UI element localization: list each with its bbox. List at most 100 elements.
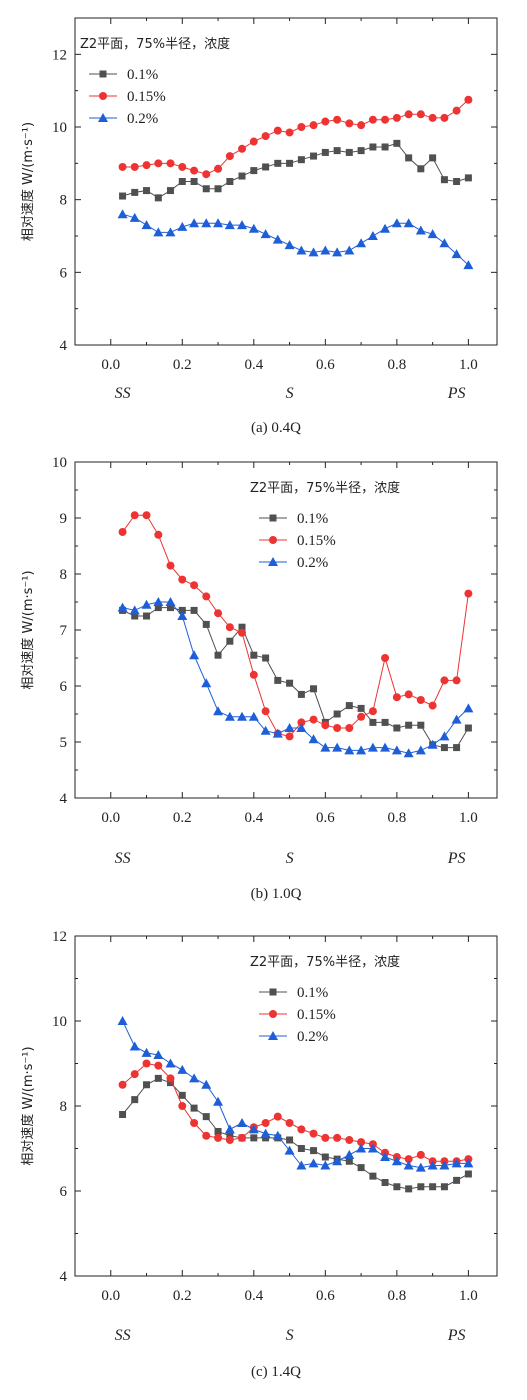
data-point [238,1133,247,1142]
data-point [262,654,270,662]
legend-entry-label: 0.15% [127,89,166,105]
data-point [439,238,450,248]
data-point [190,1104,198,1112]
data-point [129,212,140,222]
data-point [177,1064,188,1074]
data-point [237,220,248,230]
data-point [392,693,401,702]
data-point [154,194,162,202]
x-tick-label: 0.6 [316,810,335,826]
data-point [416,1150,425,1159]
data-point [393,1183,401,1191]
data-point [143,187,151,195]
data-point [333,710,341,718]
data-point [226,637,234,645]
x-tick-label: 0.2 [173,357,192,373]
data-point [356,238,367,248]
x-tick-label: 0.6 [316,357,335,373]
data-point [214,651,222,659]
data-point [131,612,139,620]
series-line [122,607,469,749]
legend-entry-label: 0.2% [297,1029,328,1045]
data-point [165,1058,176,1068]
data-point [272,1130,283,1140]
legend-title: Z2平面，75%半径，浓度 [250,480,400,496]
data-point [381,115,390,124]
y-tick-label: 4 [60,1269,68,1285]
data-point [261,1119,270,1127]
data-point [261,707,270,716]
data-point [250,1134,258,1142]
data-point [297,1125,306,1134]
data-point [286,1136,294,1144]
data-point [225,623,234,632]
data-point [238,144,247,153]
data-point [238,628,247,637]
data-point [177,221,188,231]
data-point [118,162,127,171]
legend-entry-label: 0.2% [127,111,158,127]
data-point [453,1176,461,1184]
data-point [367,231,378,240]
y-tick-label: 10 [52,1014,67,1030]
data-point [274,159,282,167]
data-point [451,1158,462,1168]
series-0-2- [117,209,474,270]
data-point [142,1059,151,1068]
data-point [248,711,259,721]
data-point [321,117,330,126]
y-tick-label: 6 [60,679,68,695]
series-0-1- [119,139,472,202]
data-point [453,178,461,185]
data-point [452,676,461,685]
data-point [308,247,319,257]
data-point [440,676,449,685]
y-tick-label: 6 [60,1184,68,1200]
data-point [190,166,199,175]
position-label-s: S [286,1327,294,1344]
data-point [345,702,353,710]
data-point [415,745,426,755]
data-point [405,721,413,729]
data-point [403,1160,414,1170]
data-point [369,718,377,726]
data-point [262,163,270,171]
data-point [178,1102,187,1110]
series-0-1- [119,604,472,752]
data-point [308,1158,319,1168]
x-tick-label: 0.8 [387,1288,406,1304]
data-point [404,690,413,699]
data-point [154,1061,163,1070]
data-point [403,748,414,758]
data-point [261,132,270,141]
data-point [260,725,271,735]
data-point [237,1118,248,1127]
data-point [274,676,282,684]
data-point [356,1143,367,1153]
data-point [404,110,413,119]
data-point [213,706,224,716]
y-tick-label: 4 [60,791,68,807]
y-tick-label: 12 [52,47,67,63]
data-point [368,707,377,716]
position-label-ss: SS [115,385,131,402]
data-point [296,245,307,255]
data-point [154,530,163,539]
data-point [308,734,319,744]
data-point [129,605,140,615]
data-point [166,561,175,570]
data-point [225,1136,234,1144]
data-point [381,143,389,151]
y-axis-label: 相对速度 W/(m·s⁻¹) [20,570,36,689]
data-point [238,623,246,631]
data-point [332,742,343,752]
data-point [284,723,295,732]
data-point [321,1153,329,1161]
data-point [142,161,151,170]
data-point [464,95,473,104]
y-tick-label: 5 [60,735,68,751]
x-tick-label: 1.0 [459,357,478,373]
legend-entry-label: 0.1% [127,67,158,83]
data-point [286,679,294,687]
data-point [272,728,283,738]
